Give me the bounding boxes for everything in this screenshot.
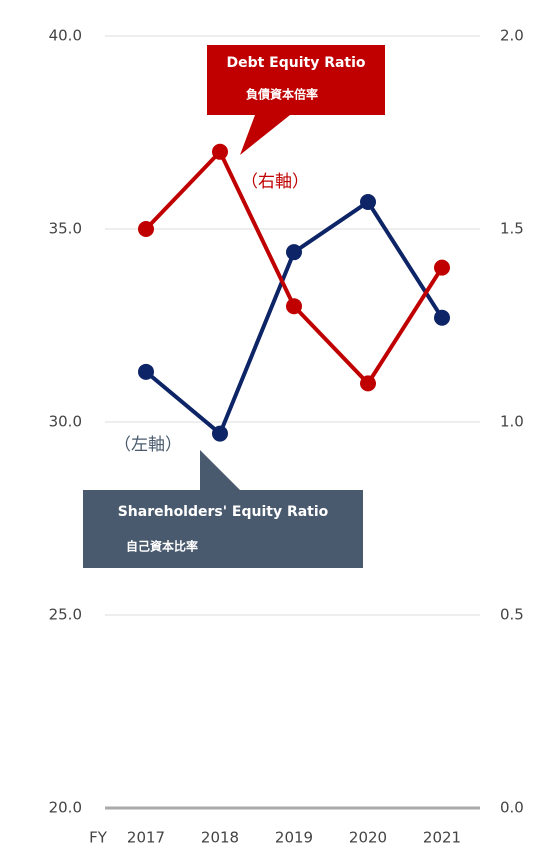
annotation-title: Debt Equity Ratio xyxy=(226,55,365,71)
data-point xyxy=(434,259,450,276)
annotation-box xyxy=(83,450,363,568)
data-point xyxy=(360,375,376,392)
axis-note: （左軸） xyxy=(114,435,182,455)
series-line xyxy=(144,199,444,437)
data-point xyxy=(286,244,302,261)
annotation-box xyxy=(207,45,385,155)
x-tick-label: 2017 xyxy=(127,829,165,847)
y-tick-label: 25.0 xyxy=(49,606,82,624)
data-point xyxy=(138,221,154,237)
annotation-title: Shareholders' Equity Ratio xyxy=(118,504,329,520)
data-point xyxy=(212,425,228,442)
data-point xyxy=(212,143,228,160)
x-tick-label: 2020 xyxy=(349,829,387,847)
annotation-subtitle: 負債資本倍率 xyxy=(246,87,318,102)
data-point xyxy=(434,309,450,326)
data-point xyxy=(138,363,154,380)
y-tick-label: 35.0 xyxy=(49,220,82,238)
y2-tick-label: 0.0 xyxy=(500,799,524,817)
data-point xyxy=(286,298,302,315)
x-tick-label: 2018 xyxy=(201,829,239,847)
y-tick-label: 20.0 xyxy=(49,799,82,817)
y-tick-label: 30.0 xyxy=(49,413,82,431)
annotation-subtitle: 自己資本比率 xyxy=(126,539,198,554)
y2-tick-label: 1.5 xyxy=(500,220,524,238)
data-point xyxy=(360,193,376,210)
x-tick-label: 2021 xyxy=(423,829,461,847)
y2-tick-label: 2.0 xyxy=(500,27,524,45)
axis-note: （右軸） xyxy=(241,172,309,192)
x-axis-label: FY xyxy=(89,829,108,847)
y2-tick-label: 1.0 xyxy=(500,413,524,431)
y-tick-label: 40.0 xyxy=(49,27,82,45)
y2-tick-label: 0.5 xyxy=(500,606,524,624)
x-tick-label: 2019 xyxy=(275,829,313,847)
